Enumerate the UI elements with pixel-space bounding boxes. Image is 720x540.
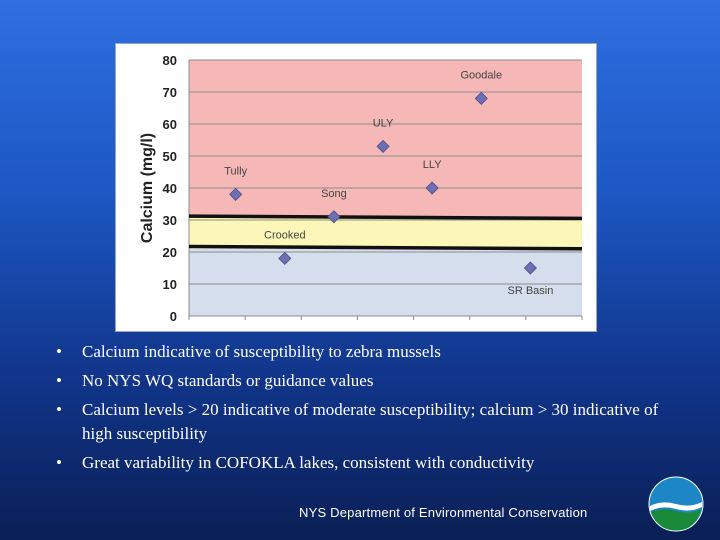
data-label: Crooked — [264, 229, 306, 241]
data-label: SR Basin — [507, 285, 553, 297]
data-point-goodale — [474, 91, 488, 105]
bullet-dot: • — [56, 400, 62, 419]
bullet-item: • Calcium levels > 20 indicative of moder… — [56, 398, 676, 446]
y-tick-label: 30 — [163, 213, 177, 228]
y-tick-label: 20 — [163, 245, 177, 260]
bullet-text: Great variability in COFOKLA lakes, cons… — [82, 453, 535, 472]
zone-moderate — [189, 216, 582, 249]
footer-text: NYS Department of Environmental Conserva… — [299, 505, 588, 520]
data-label: Song — [321, 188, 347, 200]
bullet-list: • Calcium indicative of susceptibility to… — [56, 340, 676, 480]
y-tick-label: 70 — [163, 85, 177, 100]
data-point-song — [327, 210, 341, 224]
bullet-text: Calcium levels > 20 indicative of modera… — [82, 400, 659, 443]
bullet-dot: • — [56, 342, 62, 361]
zone-high — [189, 60, 582, 217]
chart-plot: 0 10 20 30 40 50 60 70 80 Calcium (mg/l) Tully Croo… — [139, 53, 583, 324]
bullet-text: No NYS WQ standards or guidance values — [82, 371, 374, 390]
y-tick-label: 40 — [163, 181, 177, 196]
bullet-item: • No NYS WQ standards or guidance values — [56, 369, 676, 393]
data-label: Goodale — [460, 69, 502, 81]
y-tick-label: 80 — [163, 53, 177, 68]
threshold-line — [188, 244, 583, 251]
y-axis-label: Calcium (mg/l) — [139, 133, 156, 243]
nysdec-logo-icon — [648, 476, 704, 532]
bullet-item: • Calcium indicative of susceptibility to… — [56, 340, 676, 364]
y-tick-label: 10 — [163, 277, 177, 292]
data-point-lly — [425, 181, 439, 195]
data-point-uly — [376, 139, 390, 153]
y-tick-label: 0 — [170, 309, 177, 324]
calcium-chart: 0 10 20 30 40 50 60 70 80 Calcium (mg/l) Tully Croo… — [115, 43, 597, 332]
data-point-tully — [229, 187, 243, 201]
bullet-text: Calcium indicative of susceptibility to … — [82, 342, 441, 361]
y-tick-label: 50 — [163, 149, 177, 164]
data-point-crooked — [278, 251, 292, 265]
data-label: LLY — [423, 159, 442, 171]
bullet-dot: • — [56, 371, 62, 390]
bullet-dot: • — [56, 453, 62, 472]
zone-low — [189, 248, 582, 316]
bullet-item: • Great variability in COFOKLA lakes, con… — [56, 451, 676, 475]
data-label: ULY — [373, 117, 394, 129]
threshold-line — [188, 214, 583, 221]
y-tick-label: 60 — [163, 117, 177, 132]
data-point-sr-basin — [523, 261, 537, 275]
data-label: Tully — [224, 165, 247, 177]
